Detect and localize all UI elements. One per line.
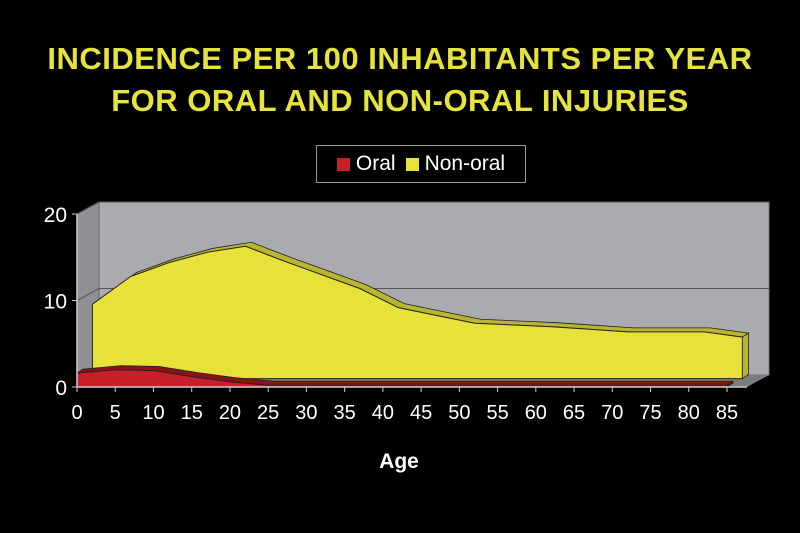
x-tick-label: 60: [525, 402, 547, 424]
x-tick-label: 45: [410, 402, 432, 424]
x-tick-label: 50: [448, 402, 470, 424]
y-tick-label: 20: [44, 204, 67, 227]
x-tick-label: 85: [716, 402, 738, 424]
x-tick-label: 55: [486, 402, 508, 424]
x-tick-label: 70: [601, 402, 623, 424]
x-tick-label: 0: [71, 402, 82, 424]
y-tick-label: 0: [55, 377, 67, 400]
y-tick-label: 10: [44, 291, 67, 314]
gridline: [76, 288, 769, 301]
chart-title: INCIDENCE PER 100 INHABITANTS PER YEAR F…: [0, 38, 800, 122]
x-tick-label: 65: [563, 402, 585, 424]
x-tick-label: 20: [219, 402, 241, 424]
x-tick-label: 35: [334, 402, 356, 424]
legend-item-non-oral: Non-oral: [405, 152, 506, 176]
gridline: [76, 201, 769, 215]
legend: Oral Non-oral: [316, 145, 526, 183]
x-tick-label: 75: [639, 402, 661, 424]
x-tick-label: 25: [257, 402, 279, 424]
x-tick-label: 80: [678, 402, 700, 424]
x-tick-label: 40: [372, 402, 394, 424]
chart-title-line-2: FOR ORAL AND NON-ORAL INJURIES: [111, 83, 689, 118]
legend-item-oral: Oral: [336, 152, 396, 176]
x-tick-label: 15: [181, 402, 203, 424]
x-axis-label: Age: [379, 450, 419, 473]
legend-label-non-oral: Non-oral: [424, 152, 506, 175]
area-side-non-oral: [742, 332, 749, 380]
x-tick-label: 10: [142, 402, 164, 424]
legend-label-oral: Oral: [355, 152, 396, 175]
legend-swatch-oral: [336, 157, 350, 171]
legend-swatch-non-oral: [405, 157, 419, 171]
x-tick-label: 5: [110, 402, 121, 424]
x-tick-label: 30: [295, 402, 317, 424]
chart-title-line-1: INCIDENCE PER 100 INHABITANTS PER YEAR: [47, 41, 753, 76]
area-side-oral: [726, 380, 734, 388]
